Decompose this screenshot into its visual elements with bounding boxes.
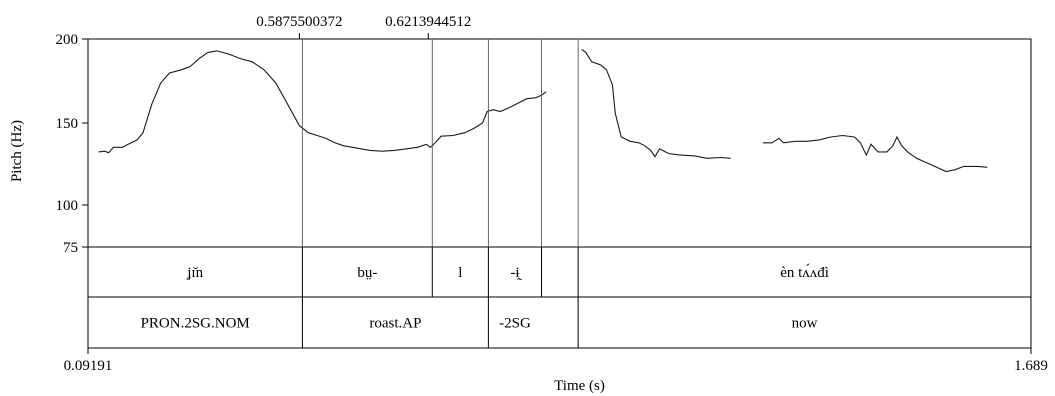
tier1-label-5: èn tʌ́ʌđì bbox=[780, 264, 829, 281]
plot-border bbox=[87, 38, 1032, 349]
y-tick-label: 75 bbox=[63, 240, 78, 256]
y-axis-label: Pitch (Hz) bbox=[9, 120, 25, 182]
pitch-contour-2 bbox=[581, 48, 731, 159]
x-axis-label: Time (s) bbox=[554, 378, 605, 394]
tier2-label-4: now bbox=[792, 316, 818, 332]
tier2-label-1: PRON.2SG.NOM bbox=[141, 316, 250, 332]
x-tick-label-start: 0.09191 bbox=[64, 358, 113, 374]
axes: 75 100 150 200 Pitch (Hz) 0.09191 1.689 Time (s… bbox=[9, 14, 1048, 394]
pitch-contour-3 bbox=[762, 134, 988, 173]
tier1-label-3: l bbox=[458, 265, 462, 281]
x-tick-label-end: 1.689 bbox=[1014, 358, 1048, 374]
tier1-label-4: -ɨ̰ bbox=[510, 265, 522, 281]
top-cursor-label-2: 0.6213944512 bbox=[385, 14, 471, 30]
tier2-label-3: -2SG bbox=[499, 316, 531, 332]
tier2-label-2: roast.AP bbox=[369, 316, 421, 332]
y-tick-label: 100 bbox=[56, 198, 79, 214]
pitch-contour-layer bbox=[98, 48, 988, 173]
tier1-label-2: bṳ- bbox=[357, 265, 377, 281]
tier1-label-1: ʝɪ̆n bbox=[186, 265, 203, 281]
pitch-contour-1 bbox=[98, 50, 547, 154]
annotation-tiers: ʝɪ̆n bṳ-l -ɨ̰ èn tʌ́ʌđì PRON.2SG.NOM roast.AP… bbox=[141, 264, 829, 332]
top-cursor-label-1: 0.5875500372 bbox=[256, 14, 342, 30]
chart-frame bbox=[87, 38, 1032, 349]
y-tick-label: 200 bbox=[56, 32, 79, 48]
y-tick-label: 150 bbox=[56, 116, 79, 132]
